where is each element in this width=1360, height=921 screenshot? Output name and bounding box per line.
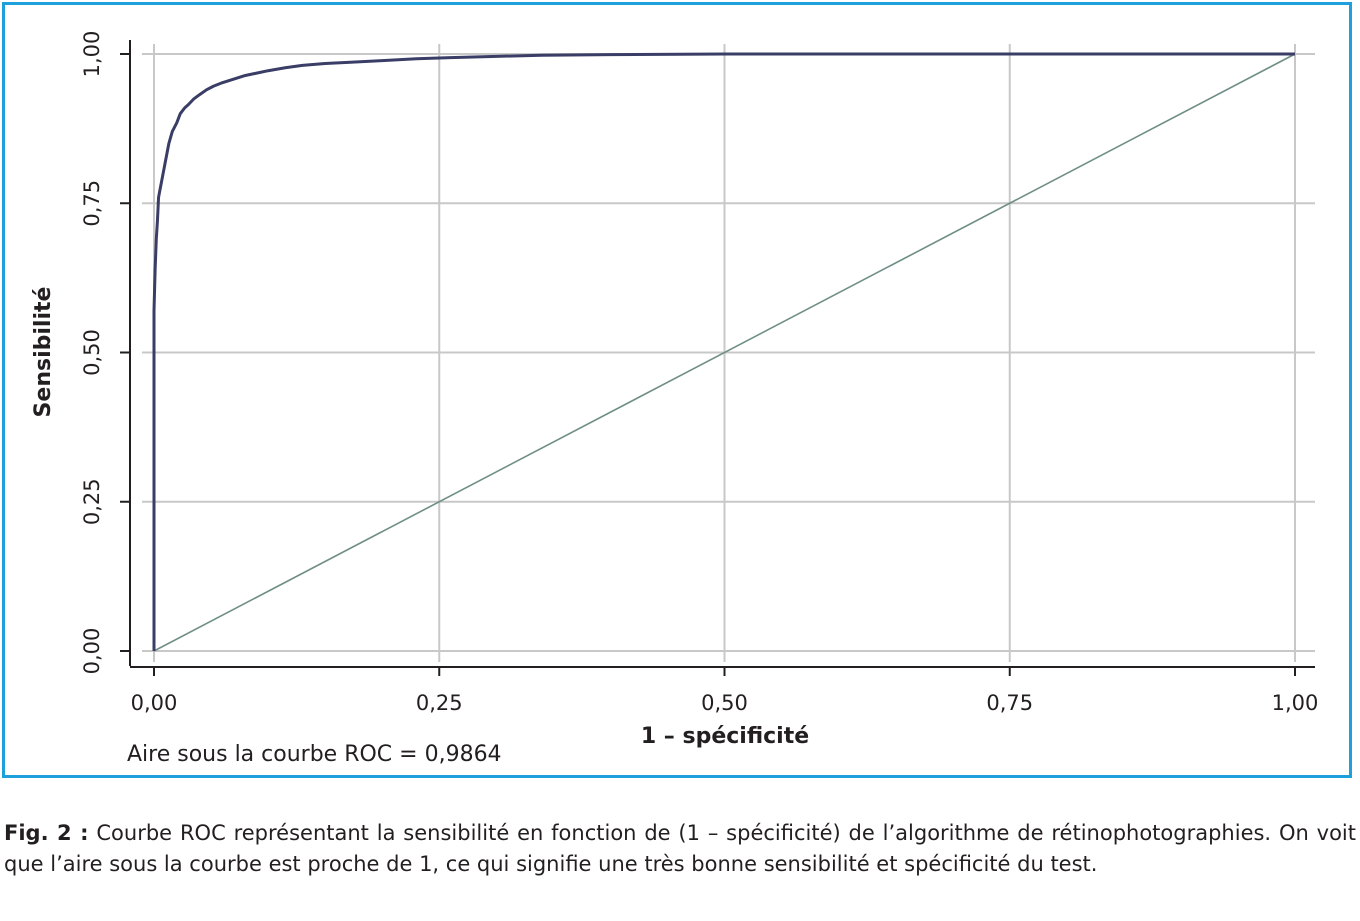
y-tick-label: 0,50 [80, 329, 104, 376]
y-tick-label: 0,00 [80, 628, 104, 675]
axes [120, 40, 1315, 676]
auc-annotation: Aire sous la courbe ROC = 0,9864 [127, 742, 502, 767]
y-tick-label: 0,75 [80, 180, 104, 227]
tick-labels: 0,00 0,25 0,50 0,75 1,00 0,00 0,25 0,50 0,75 1,00 [80, 31, 1318, 715]
x-tick-label: 0,50 [701, 691, 748, 715]
grid-lines [142, 44, 1315, 662]
reference-diagonal-line [153, 53, 1296, 652]
series-layer [152, 52, 1296, 652]
caption-text: Courbe ROC représentant la sensibilité e… [4, 821, 1356, 876]
roc-curve-line [152, 52, 1295, 651]
y-tick-label: 0,25 [80, 478, 104, 525]
x-tick-label: 0,75 [986, 691, 1033, 715]
figure-frame [2, 2, 1352, 778]
y-tick-label: 1,00 [80, 31, 104, 78]
y-axis-title: Sensibilité [31, 287, 56, 418]
x-tick-label: 0,00 [131, 691, 178, 715]
x-tick-label: 1,00 [1272, 691, 1319, 715]
figure-caption: Fig. 2 : Courbe ROC représentant la sens… [4, 818, 1356, 880]
caption-label: Fig. 2 : [4, 821, 89, 845]
x-axis-title: 1 – spécificité [641, 724, 809, 749]
roc-chart: 0,00 0,25 0,50 0,75 1,00 0,00 0,25 0,50 0,75 1,00… [31, 31, 1318, 767]
x-tick-label: 0,25 [416, 691, 463, 715]
